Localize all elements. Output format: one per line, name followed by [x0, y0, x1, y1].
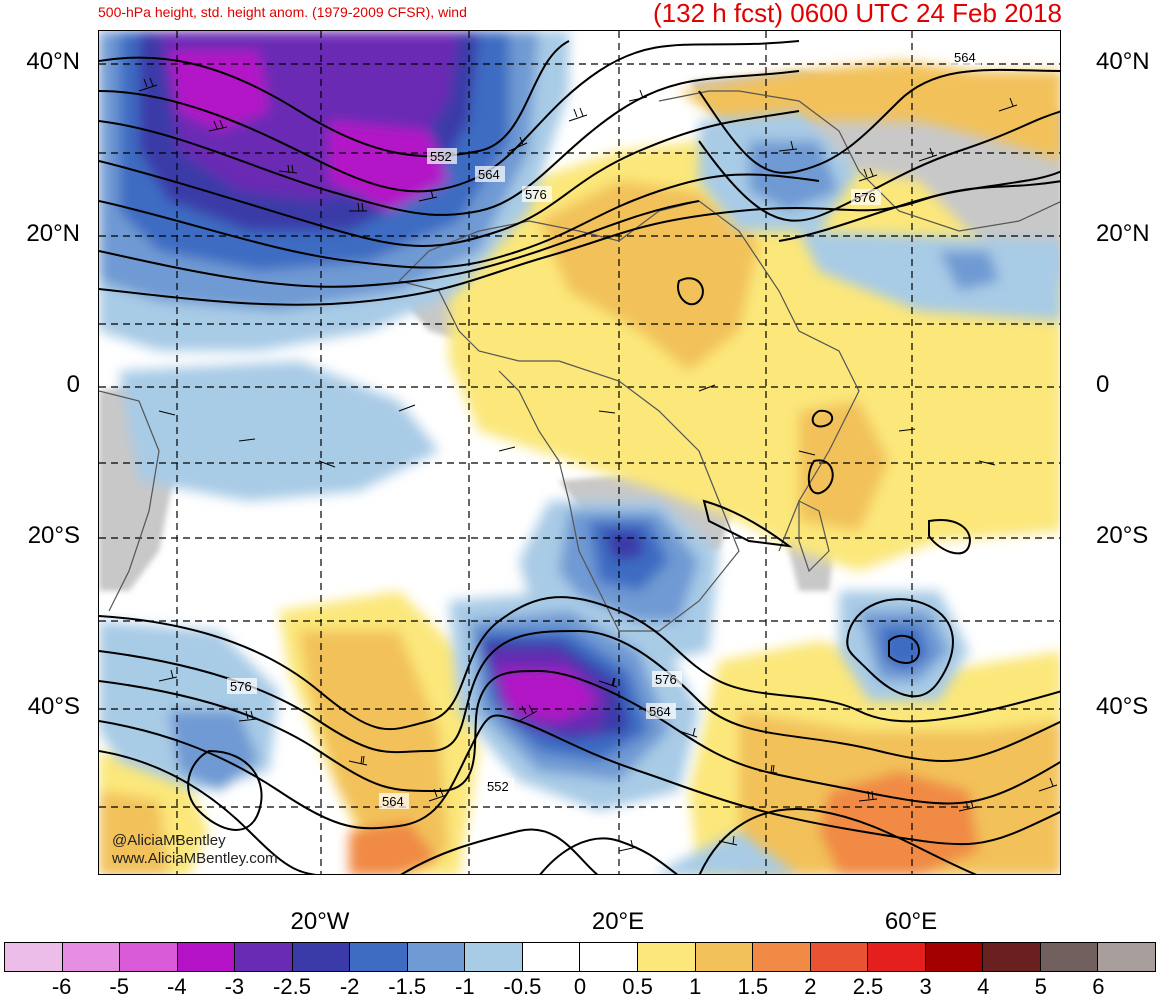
- credit-handle: @AliciaMBentley: [112, 832, 226, 849]
- colorbar-swatch: [1040, 943, 1099, 971]
- colorbar-swatch: [62, 943, 121, 971]
- colorbar-tick-label: 3: [919, 974, 932, 999]
- colorbar-tick-label: -5: [109, 974, 129, 999]
- lat-label-20n-right: 20°N: [1096, 220, 1150, 247]
- colorbar-swatch: [522, 943, 581, 971]
- lat-label-40s-right: 40°S: [1096, 693, 1149, 720]
- lat-label-eq-left: 0: [66, 371, 80, 398]
- lat-label-40s-left: 40°S: [27, 693, 80, 720]
- contour-label-group: 564 552 564 576 576 576 576 564 552 564: [227, 49, 981, 809]
- contour-label: 552: [430, 149, 452, 164]
- contour-label: 576: [230, 679, 252, 694]
- lat-label-20n-left: 20°N: [26, 220, 80, 247]
- colorbar-tick-label: -1.5: [388, 974, 427, 999]
- colorbar-tick-label: 2: [804, 974, 817, 999]
- colorbar-swatch: [465, 943, 523, 971]
- lat-label-40n-right: 40°N: [1096, 48, 1150, 75]
- colorbar-swatch: [350, 943, 408, 971]
- map-subtitle: 500-hPa height, std. height anom. (1979-…: [98, 4, 467, 20]
- map-panel: 564 552 564 576 576 576 576 564 552 564: [98, 30, 1061, 875]
- height-contours: [99, 40, 1060, 874]
- colorbar-tick-label: -0.5: [503, 974, 542, 999]
- lat-label-eq-right: 0: [1096, 371, 1110, 398]
- lat-label-20s-right: 20°S: [1096, 522, 1149, 549]
- contour-label: 576: [525, 187, 547, 202]
- credit-website[interactable]: www.AliciaMBentley.com: [112, 850, 278, 867]
- map-title: (132 h fcst) 0600 UTC 24 Feb 2018: [652, 0, 1062, 28]
- wind-barbs: [138, 77, 1058, 852]
- colorbar-tick-label: -6: [51, 974, 72, 999]
- colorbar-tick-label: -3: [224, 974, 245, 999]
- contour-label: 576: [854, 190, 876, 205]
- colorbar-tick-label: -1: [455, 974, 475, 999]
- colorbar-tick-label: 5: [1034, 974, 1047, 999]
- colorbar-swatch: [407, 943, 466, 971]
- colorbar-tick-label: -2: [339, 974, 360, 999]
- colorbar-swatch: [983, 943, 1041, 971]
- colorbar-swatch: [638, 943, 696, 971]
- contour-label: 552: [487, 779, 509, 794]
- contour-label: 564: [478, 167, 500, 182]
- lon-label-20w: 20°W: [290, 908, 350, 935]
- graticule: [99, 31, 1060, 874]
- lat-label-40n-left: 40°N: [26, 48, 80, 75]
- colorbar-tick-label: 0.5: [622, 974, 653, 999]
- colorbar-tick-label: 1: [689, 974, 702, 999]
- colorbar-swatch: [5, 943, 63, 971]
- lon-label-20e: 20°E: [591, 908, 645, 935]
- colorbar-swatch: [177, 943, 236, 971]
- colorbar-swatch: [580, 943, 639, 971]
- colorbar-tick-label: 2.5: [852, 974, 884, 999]
- colorbar-swatch: [695, 943, 754, 971]
- colorbar-swatch: [753, 943, 811, 971]
- colorbar-swatch: [810, 943, 869, 971]
- colorbar-tick-label: 6: [1092, 974, 1105, 999]
- lat-label-20s-left: 20°S: [27, 522, 80, 549]
- colorbar-tick-label: 1.5: [737, 974, 769, 999]
- contour-label: 564: [954, 50, 976, 65]
- colorbar-tick-label: -2.5: [273, 974, 311, 999]
- colorbar-swatch: [1098, 943, 1155, 971]
- colorbar-swatch: [292, 943, 351, 971]
- colorbar-tick-label: -4: [167, 974, 187, 999]
- colorbar-swatch: [868, 943, 926, 971]
- colorbar: [4, 942, 1156, 972]
- colorbar-swatch: [235, 943, 293, 971]
- contour-label: 564: [649, 704, 671, 719]
- colorbar-tick-label: 4: [977, 974, 990, 999]
- negative-anomaly-fill: [99, 31, 1060, 874]
- map-canvas: 564 552 564 576 576 576 576 564 552 564: [99, 31, 1060, 874]
- colorbar-swatch: [925, 943, 984, 971]
- colorbar-tick-label: 0: [573, 974, 587, 999]
- lon-label-60e: 60°E: [884, 908, 938, 935]
- contour-label: 576: [655, 672, 677, 687]
- colorbar-swatch: [120, 943, 178, 971]
- contour-label: 564: [382, 794, 404, 809]
